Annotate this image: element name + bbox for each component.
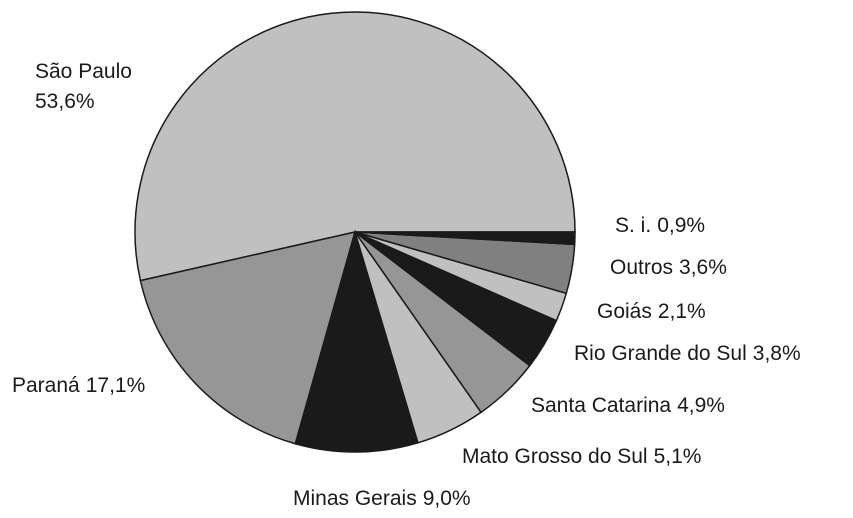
pie-slice [354,231,576,246]
category-label: Outros [610,256,673,279]
value-label: 0,9% [657,214,705,237]
slice-label: Minas Gerais 9,0% [293,487,471,510]
category-label: Minas Gerais [293,487,417,510]
category-label: Mato Grosso do Sul [462,445,648,468]
slice-label: São Paulo 53,6% [35,60,132,113]
value-label: 9,0% [423,487,471,510]
category-label: Goiás [597,300,652,323]
category-label: São Paulo [35,60,132,83]
slice-label: S. i. 0,9% [615,214,705,237]
slice-label: Outros 3,6% [610,256,727,279]
pie-slice [134,11,576,282]
category-label: Rio Grande do Sul [574,342,747,365]
slice-label: Rio Grande do Sul 3,8% [574,342,801,365]
slice-label: Santa Catarina 4,9% [531,394,725,417]
slice-label: Goiás 2,1% [597,300,706,323]
value-label: 2,1% [658,300,706,323]
category-label: Santa Catarina [531,394,671,417]
value-label: 3,6% [679,256,727,279]
pie-slice [139,230,357,445]
category-label: Paraná [12,374,80,397]
category-label: S. i. [615,214,651,237]
value-label: 17,1% [86,374,146,397]
pie-slice [294,229,419,453]
value-label: 53,6% [35,90,95,113]
slice-label: Mato Grosso do Sul 5,1% [462,445,701,468]
value-label: 3,8% [753,342,801,365]
value-label: 5,1% [654,445,702,468]
value-label: 4,9% [677,394,725,417]
slice-label: Paraná 17,1% [12,374,145,397]
